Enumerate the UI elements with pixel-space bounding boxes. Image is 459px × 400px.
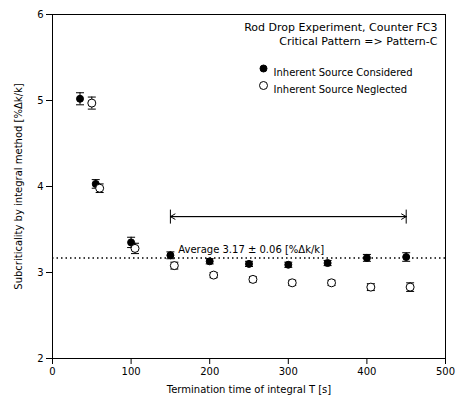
- svg-text:Inherent Source Considered: Inherent Source Considered: [274, 67, 413, 78]
- svg-text:100: 100: [122, 366, 141, 377]
- svg-text:6: 6: [37, 9, 43, 20]
- svg-text:Termination time of integral T: Termination time of integral T [s]: [166, 384, 332, 395]
- svg-text:3: 3: [37, 267, 43, 278]
- svg-text:Subcriticality by integral met: Subcriticality by integral method [%Δk/k…: [13, 83, 24, 289]
- svg-text:500: 500: [436, 366, 455, 377]
- svg-text:Rod Drop Experiment, Counter F: Rod Drop Experiment, Counter FC3Critical…: [244, 21, 438, 48]
- svg-text:0: 0: [49, 366, 55, 377]
- svg-text:Inherent Source Neglected: Inherent Source Neglected: [274, 84, 408, 95]
- svg-text:2: 2: [37, 353, 43, 364]
- svg-text:4: 4: [37, 181, 43, 192]
- svg-text:Average 3.17 ± 0.06 [%Δk/k]: Average 3.17 ± 0.06 [%Δk/k]: [178, 244, 324, 255]
- svg-text:200: 200: [200, 366, 219, 377]
- svg-text:300: 300: [279, 366, 298, 377]
- svg-text:5: 5: [37, 95, 43, 106]
- svg-text:400: 400: [357, 366, 376, 377]
